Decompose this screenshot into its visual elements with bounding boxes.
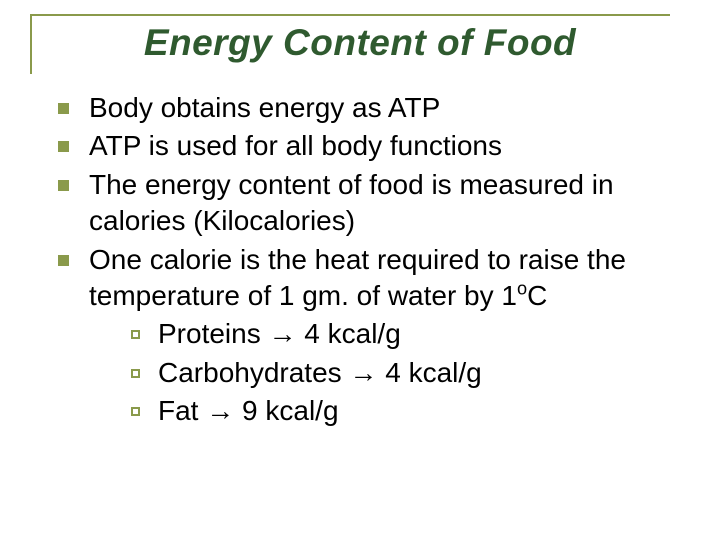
- sub-list-item: Proteins → 4 kcal/g: [131, 316, 672, 352]
- slide-corner-frame: [30, 14, 670, 74]
- square-bullet-icon: [58, 141, 69, 152]
- list-item: Body obtains energy as ATP: [58, 90, 672, 126]
- list-item: The energy content of food is measured i…: [58, 167, 672, 240]
- sub-list: Proteins → 4 kcal/gCarbohydrates → 4 kca…: [89, 316, 672, 429]
- hollow-square-bullet-icon: [131, 407, 140, 416]
- list-item-text: One calorie is the heat required to rais…: [89, 242, 672, 315]
- bullet-list: Body obtains energy as ATPATP is used fo…: [48, 90, 672, 430]
- sub-list-item-text: Fat → 9 kcal/g: [158, 393, 339, 429]
- list-item-text: Body obtains energy as ATP: [89, 90, 440, 126]
- square-bullet-icon: [58, 180, 69, 191]
- sub-list-item-text: Carbohydrates → 4 kcal/g: [158, 355, 482, 391]
- hollow-square-bullet-icon: [131, 369, 140, 378]
- list-item-text: The energy content of food is measured i…: [89, 167, 672, 240]
- list-item: One calorie is the heat required to rais…: [58, 242, 672, 315]
- square-bullet-icon: [58, 255, 69, 266]
- sub-list-item: Fat → 9 kcal/g: [131, 393, 672, 429]
- sub-list-item: Carbohydrates → 4 kcal/g: [131, 355, 672, 391]
- list-item: ATP is used for all body functions: [58, 128, 672, 164]
- sub-list-item-text: Proteins → 4 kcal/g: [158, 316, 401, 352]
- square-bullet-icon: [58, 103, 69, 114]
- list-item-text: ATP is used for all body functions: [89, 128, 502, 164]
- hollow-square-bullet-icon: [131, 330, 140, 339]
